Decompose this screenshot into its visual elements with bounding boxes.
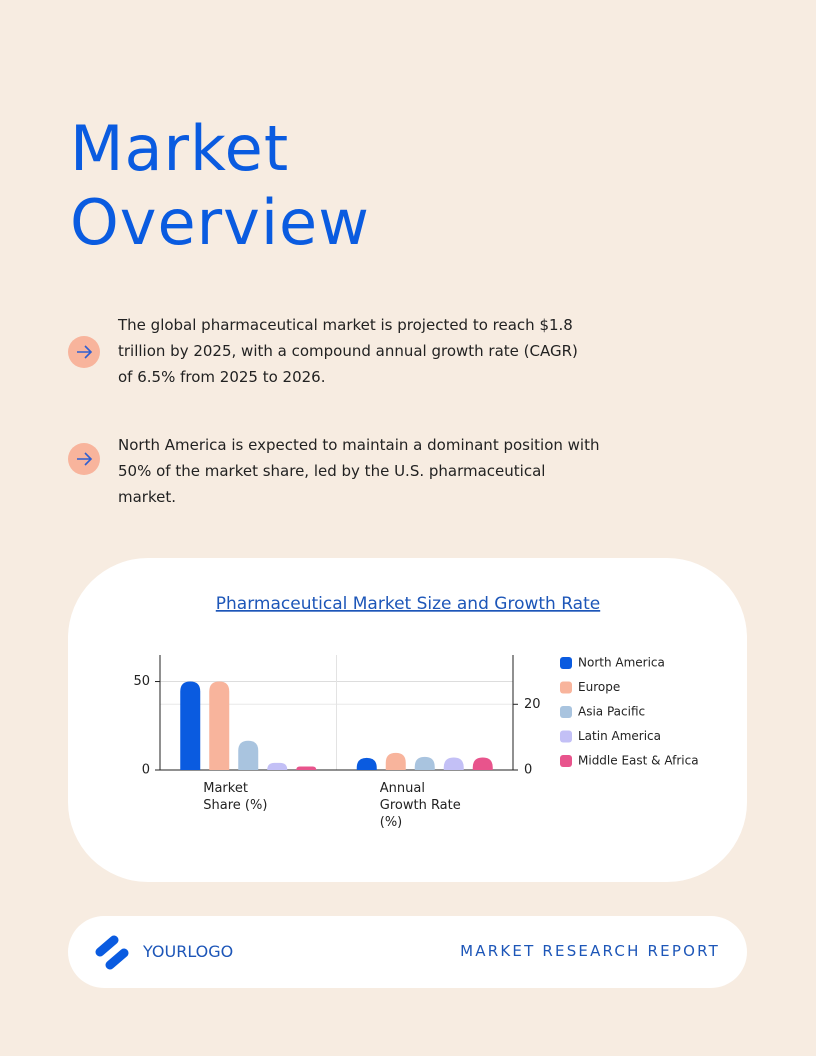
legend-swatch [560, 681, 572, 694]
x-tick-label-box: Annual Growth Rate (%) [379, 781, 461, 830]
x-tick-label: Annual Growth Rate (%) [379, 781, 461, 830]
bar [209, 681, 230, 770]
legend-swatch [560, 657, 572, 669]
logo-icon [95, 935, 129, 970]
chart-card: Pharmaceutical Market Size and Growth Ra… [68, 558, 747, 882]
bar [472, 757, 493, 770]
arrow-icon [68, 443, 100, 475]
legend-label: Latin America [578, 729, 661, 743]
bar [296, 766, 317, 770]
legend-label: Europe [578, 680, 620, 694]
chart-title: Pharmaceutical Market Size and Growth Ra… [216, 594, 600, 614]
x-tick-label-box: Market Share (%) [203, 781, 268, 813]
legend-swatch [560, 730, 572, 743]
report-label: MARKET RESEARCH REPORT [460, 942, 720, 960]
bullet-text: North America is expected to maintain a … [118, 436, 600, 506]
legend-label: Asia Pacific [578, 705, 645, 719]
legend-swatch [560, 706, 572, 718]
logo-text: YOURLOGO [143, 942, 234, 961]
x-tick-label: Market Share (%) [203, 781, 268, 813]
bullet: The global pharmaceutical market is proj… [68, 312, 588, 390]
arrow-icon [68, 336, 100, 368]
y2-tick-label: 0 [524, 763, 532, 778]
bar [180, 681, 201, 770]
bar [414, 756, 435, 770]
y-tick-label: 50 [133, 674, 150, 689]
page-title: Market Overview [70, 112, 370, 259]
y-tick-label: 0 [142, 763, 150, 778]
bar [385, 752, 406, 770]
bar [267, 762, 288, 770]
legend-label: North America [578, 656, 665, 670]
y2-tick-label: 20 [524, 697, 541, 712]
bar [356, 757, 377, 770]
chart: Pharmaceutical Market Size and Growth Ra… [133, 594, 699, 830]
legend-label: Middle East & Africa [578, 754, 699, 768]
legend-swatch [560, 755, 572, 767]
bar [443, 757, 464, 770]
footer: YOURLOGO MARKET RESEARCH REPORT [68, 916, 747, 988]
bar [238, 740, 259, 770]
bullet-text: The global pharmaceutical market is proj… [118, 316, 578, 386]
bullet: North America is expected to maintain a … [68, 432, 608, 510]
